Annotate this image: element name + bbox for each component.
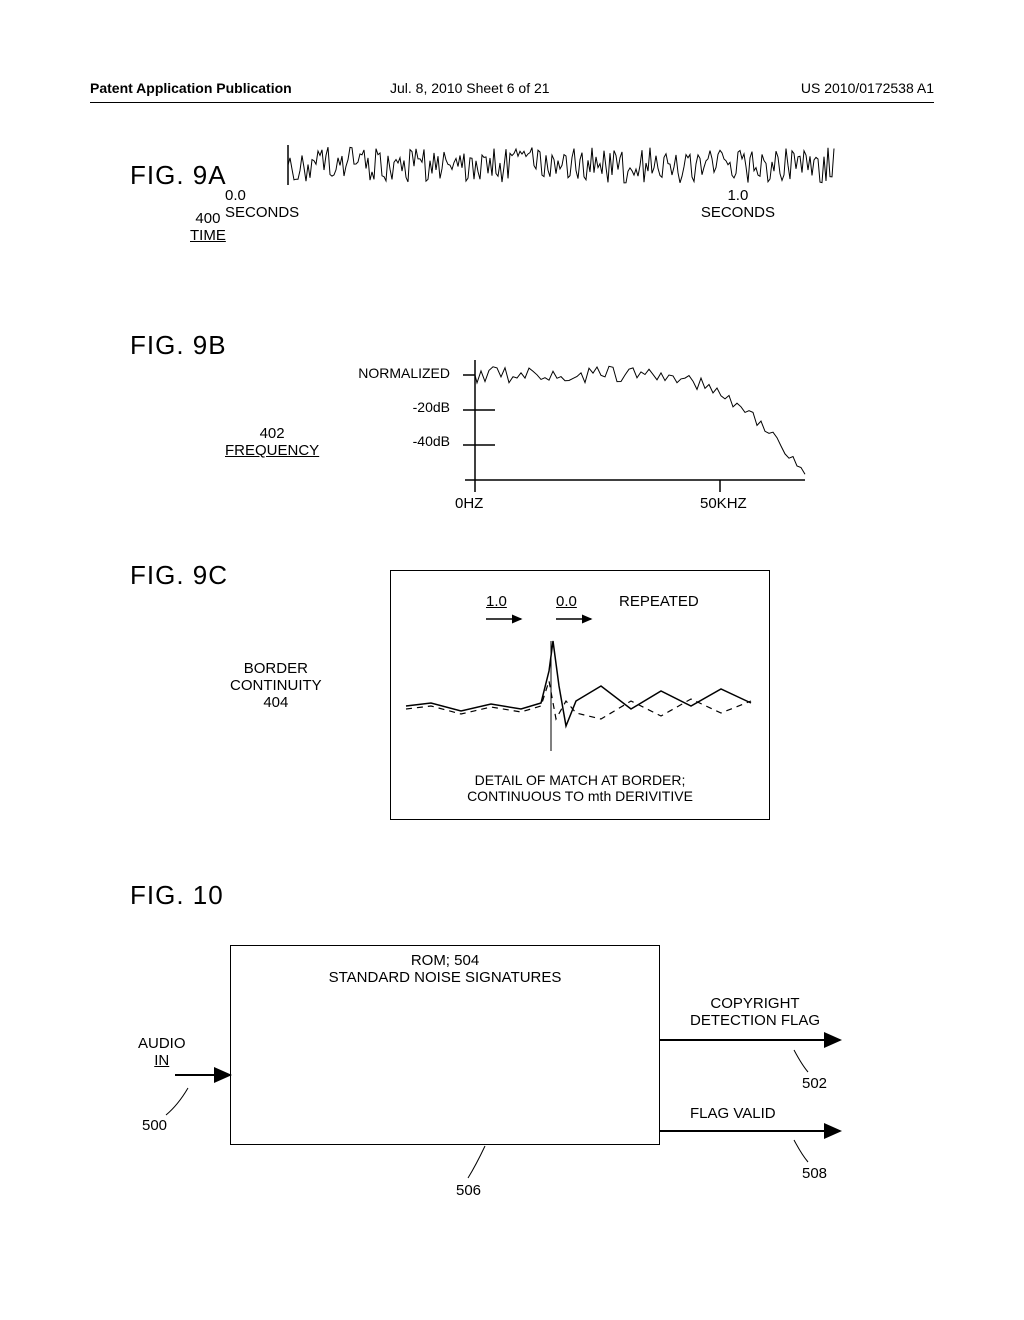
header-publication: Patent Application Publication (90, 80, 292, 96)
figure-9c: FIG. 9C BORDER CONTINUITY 404 1.0 0.0 RE… (130, 560, 934, 591)
fig9b-ref: 402 FREQUENCY (225, 425, 319, 459)
callout-508: 508 (802, 1165, 827, 1182)
callout-502: 502 (802, 1075, 827, 1092)
page-header: Patent Application Publication Jul. 8, 2… (90, 80, 934, 96)
figure-10: FIG. 10 AUDIO IN ROM; 504 STANDARD NOISE… (130, 880, 934, 911)
fig9a-xright: 1.0 SECONDS (701, 187, 775, 221)
header-date-sheet: Jul. 8, 2010 Sheet 6 of 21 (390, 80, 550, 96)
fig9c-box: 1.0 0.0 REPEATED DETAIL OF MATCH AT BORD… (390, 570, 770, 820)
fig9b-ylabels: NORMALIZED -20dB -40dB (340, 365, 450, 467)
fig9b-title: FIG. 9B (130, 330, 934, 361)
fig9a-ref-num: 400 (195, 210, 220, 227)
fig9c-left-label: BORDER CONTINUITY 404 (230, 660, 322, 711)
callout-500: 500 (142, 1117, 167, 1134)
fig9a-xleft: 0.0 SECONDS (225, 187, 299, 221)
fig10-arrows-callouts: 500 502 508 506 (130, 880, 890, 1220)
header-pubnum: US 2010/0172538 A1 (801, 80, 934, 96)
fig9b-axes (455, 360, 825, 500)
fig9a-ref-label: TIME (190, 227, 226, 244)
figure-9a: FIG. 9A 400 TIME 0.0 SECONDS 1.0 SECONDS (130, 160, 934, 191)
fig9c-traces (391, 631, 769, 761)
callout-506: 506 (456, 1182, 481, 1199)
fig9a-waveform (285, 140, 845, 190)
figure-9b: FIG. 9B 402 FREQUENCY NORMALIZED -20dB -… (130, 330, 934, 361)
fig9a-ref: 400 TIME (190, 210, 226, 244)
fig9c-bottom-text: DETAIL OF MATCH AT BORDER; CONTINUOUS TO… (391, 772, 769, 804)
header-rule (90, 102, 934, 103)
